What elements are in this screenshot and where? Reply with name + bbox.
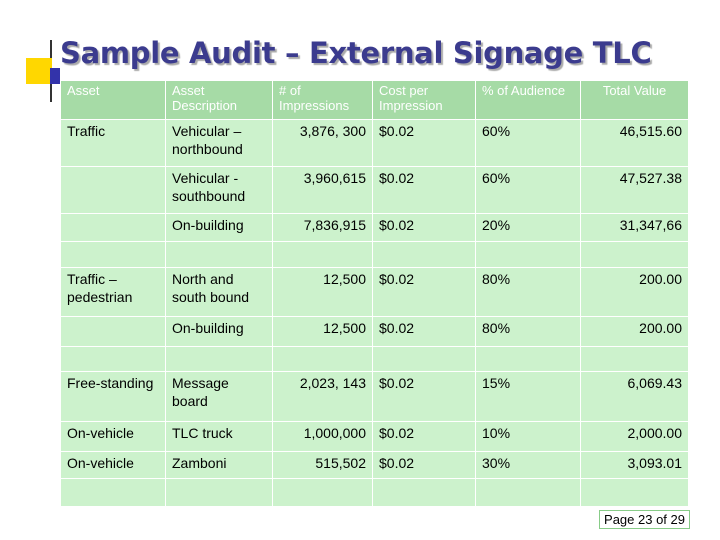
table-row: Traffic Vehicular – northbound 3,876, 300 $… — [60, 119, 689, 167]
header-row: Asset Asset Description # of Impressions Co… — [60, 80, 689, 120]
table-cell — [60, 478, 166, 507]
table-row: Free-standing Message board 2,023, 143 $0.0… — [60, 371, 689, 422]
table-cell: $0.02 — [372, 316, 476, 347]
table-cell — [60, 241, 166, 268]
table-cell: 12,500 — [272, 267, 373, 317]
table-row: Traffic – pedestrian North and south boun… — [60, 267, 689, 317]
table-cell — [475, 346, 581, 372]
decor-square — [50, 68, 60, 84]
table-cell: 46,515.60 — [580, 119, 689, 167]
table-row: Vehicular - southbound 3,960,615 $0.02 60% 4… — [60, 166, 689, 214]
table-cell: 1,000,000 — [272, 421, 373, 452]
table-cell: 15% — [475, 371, 581, 422]
table-cell — [372, 241, 476, 268]
table-cell — [580, 241, 689, 268]
table-cell: 200.00 — [580, 267, 689, 317]
table-row: On-vehicle TLC truck 1,000,000 $0.02 10% 2,00… — [60, 421, 689, 452]
table-row: On-building 12,500 $0.02 80% 200.00 — [60, 316, 689, 347]
table-cell — [580, 346, 689, 372]
table-cell: 3,960,615 — [272, 166, 373, 214]
table-cell: TLC truck — [165, 421, 273, 452]
column-header: Asset — [60, 80, 166, 120]
table-cell: 31,347,66 — [580, 213, 689, 242]
table-cell: 2,000.00 — [580, 421, 689, 452]
table-cell: $0.02 — [372, 451, 476, 479]
decor-square — [26, 58, 52, 84]
table-cell: 80% — [475, 267, 581, 317]
page-number: Page 23 of 29 — [599, 510, 690, 529]
column-header: % of Audience — [475, 80, 581, 120]
table-cell: 20% — [475, 213, 581, 242]
column-header: # of Impressions — [272, 80, 373, 120]
table-cell: 12,500 — [272, 316, 373, 347]
table-cell: 2,023, 143 — [272, 371, 373, 422]
table-cell: $0.02 — [372, 267, 476, 317]
column-header: Total Value — [580, 80, 689, 120]
table-cell: 60% — [475, 166, 581, 214]
table-cell: Traffic — [60, 119, 166, 167]
table-row — [60, 478, 689, 507]
table-cell: $0.02 — [372, 421, 476, 452]
title: Sample Audit – External Signage TLC — [60, 36, 652, 70]
table-cell: On-vehicle — [60, 421, 166, 452]
table-cell: $0.02 — [372, 371, 476, 422]
table-cell: 30% — [475, 451, 581, 479]
table-cell: 80% — [475, 316, 581, 347]
table-cell — [372, 346, 476, 372]
table-cell: 60% — [475, 119, 581, 167]
table-cell — [272, 346, 373, 372]
table-cell — [272, 478, 373, 507]
column-header: Cost per Impression — [372, 80, 476, 120]
table-cell — [165, 478, 273, 507]
table-cell — [272, 241, 373, 268]
table-cell — [60, 316, 166, 347]
table-cell: 200.00 — [580, 316, 689, 347]
table-row — [60, 241, 689, 268]
table-cell — [60, 346, 166, 372]
table-cell: 6,069.43 — [580, 371, 689, 422]
table-cell: 10% — [475, 421, 581, 452]
table-cell — [165, 241, 273, 268]
table-cell: On-building — [165, 213, 273, 242]
table-cell — [60, 166, 166, 214]
table-cell: $0.02 — [372, 213, 476, 242]
table-cell: $0.02 — [372, 166, 476, 214]
table-cell: Vehicular - southbound — [165, 166, 273, 214]
table-cell: Zamboni — [165, 451, 273, 479]
table-cell: 3,093.01 — [580, 451, 689, 479]
table-cell: Free-standing — [60, 371, 166, 422]
table-cell — [372, 478, 476, 507]
table-cell: 515,502 — [272, 451, 373, 479]
table-row: On-vehicle Zamboni 515,502 $0.02 30% 3,093.01 — [60, 451, 689, 479]
audit-table: Asset Asset Description # of Impressions Co… — [60, 80, 689, 507]
table-row: On-building 7,836,915 $0.02 20% 31,347,66 — [60, 213, 689, 242]
table-cell — [165, 346, 273, 372]
table-cell: North and south bound — [165, 267, 273, 317]
table-cell: 47,527.38 — [580, 166, 689, 214]
table-cell: 3,876, 300 — [272, 119, 373, 167]
table-cell: On-vehicle — [60, 451, 166, 479]
table-row — [60, 346, 689, 372]
table-cell — [580, 478, 689, 507]
table-cell: Traffic – pedestrian — [60, 267, 166, 317]
table-cell: Vehicular – northbound — [165, 119, 273, 167]
table-cell: On-building — [165, 316, 273, 347]
table-cell — [475, 241, 581, 268]
table-cell — [475, 478, 581, 507]
column-header: Asset Description — [165, 80, 273, 120]
table-cell: Message board — [165, 371, 273, 422]
table-cell — [60, 213, 166, 242]
table-cell: 7,836,915 — [272, 213, 373, 242]
table-cell: $0.02 — [372, 119, 476, 167]
